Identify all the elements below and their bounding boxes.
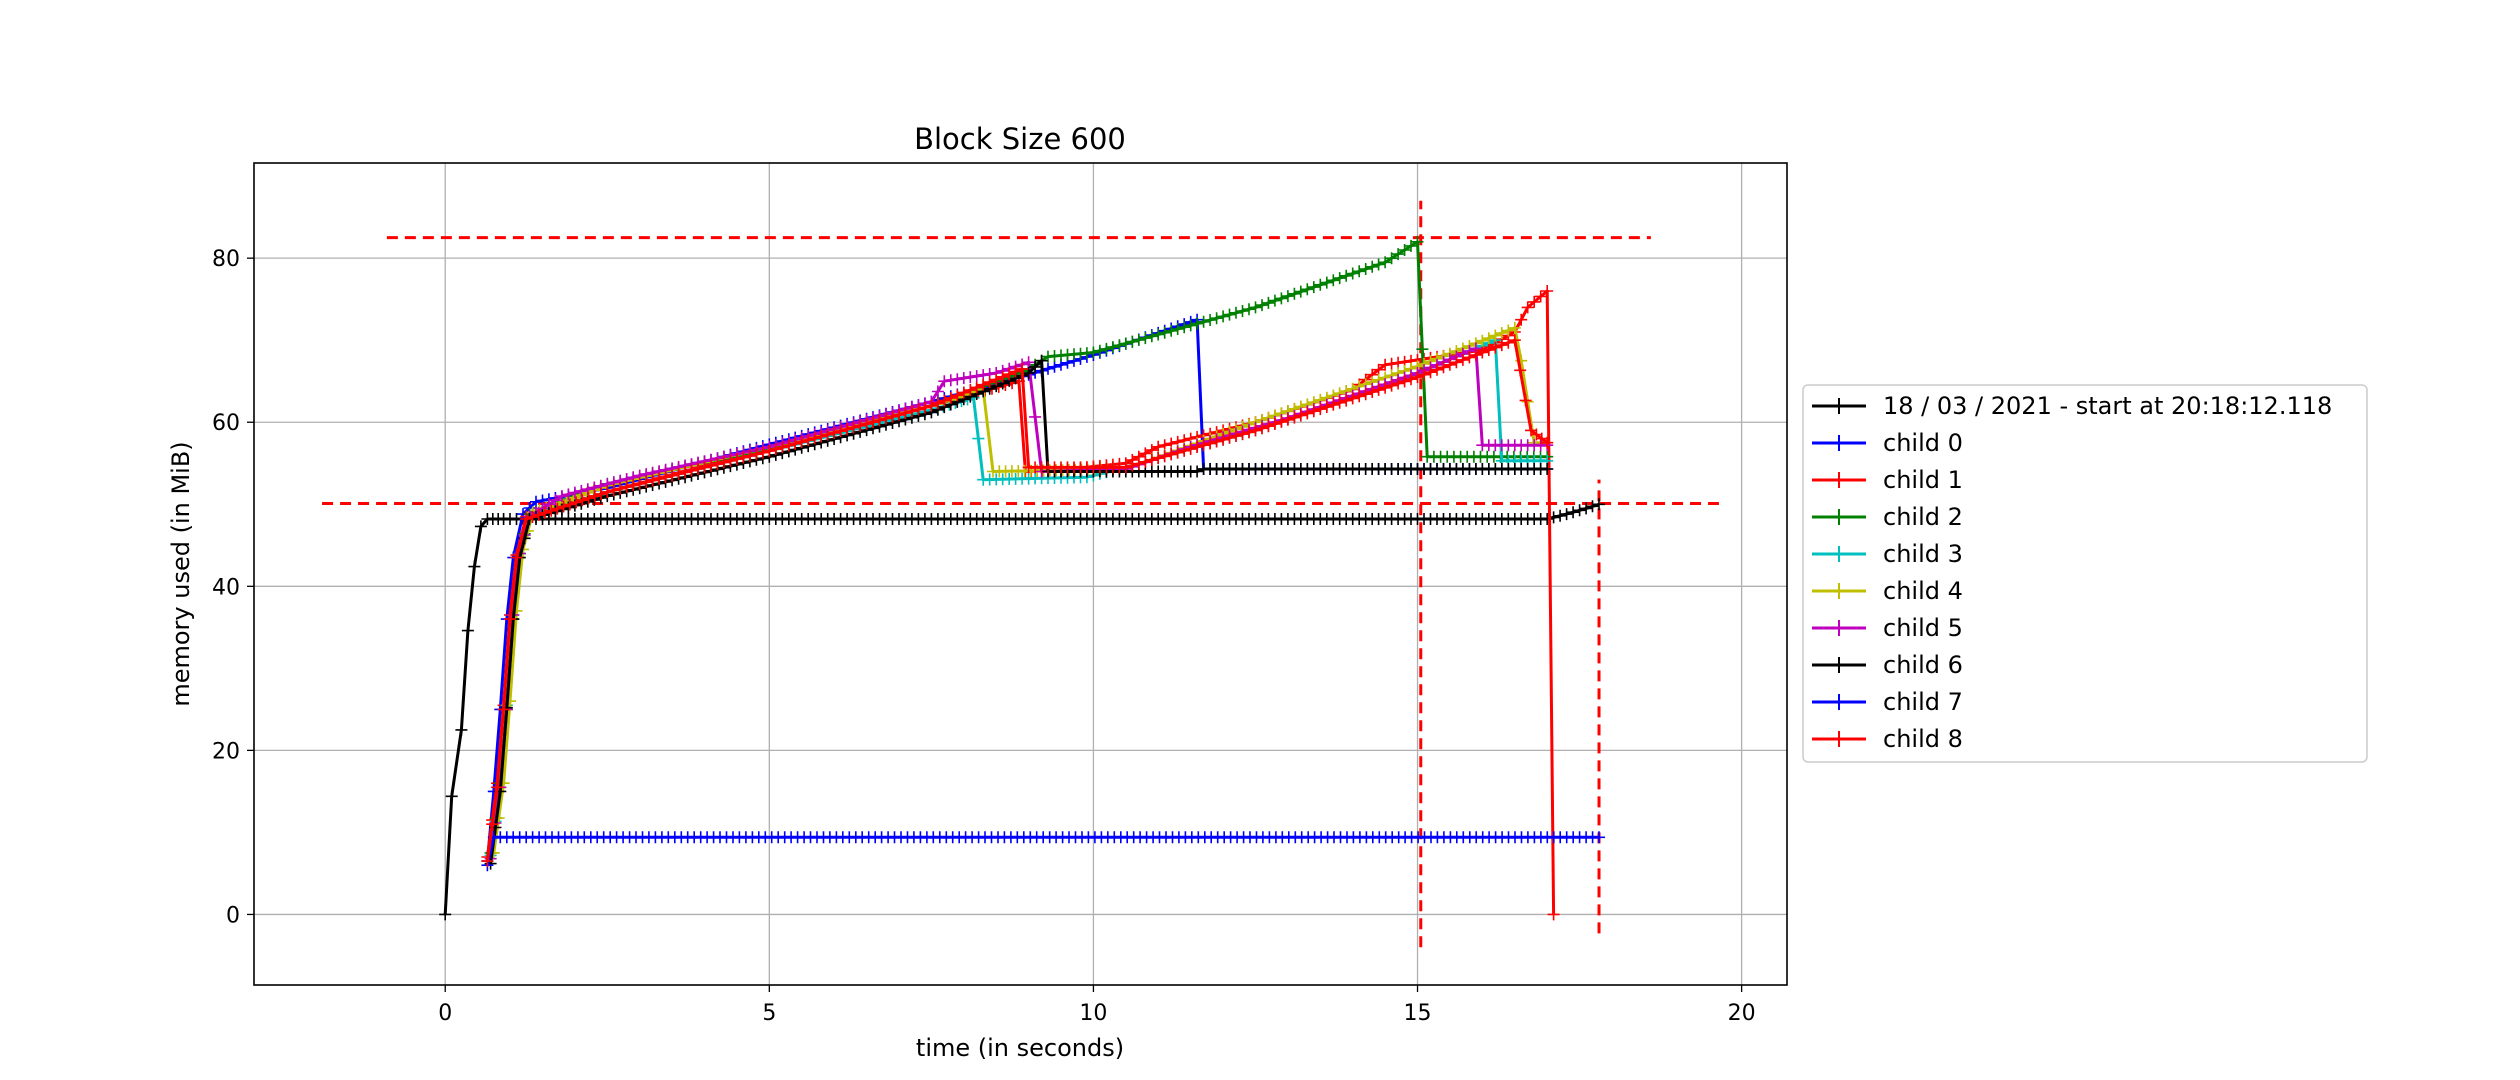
series-markers [439,498,1605,921]
x-tick-label: 10 [1079,1001,1107,1026]
series-markers [481,334,1554,868]
legend-entry: child 5 [1812,614,1963,642]
legend-entry: child 6 [1812,651,1963,679]
plot-frame [253,162,1788,986]
x-tick-label: 5 [762,1001,776,1026]
legend-marker [1831,546,1847,562]
legend-marker [1831,398,1847,414]
legend-marker [1831,731,1847,747]
legend-marker [1831,472,1847,488]
legend-label: child 1 [1883,466,1963,494]
x-tick-label: 20 [1728,1001,1756,1026]
legend-entry: child 8 [1812,725,1963,753]
x-axis-label: time (in seconds) [916,1034,1124,1062]
axis-ticks: 0 5 10 15 20 0 20 40 60 80 [212,247,1756,1026]
series-line [443,502,1600,915]
y-tick-label: 80 [212,247,240,272]
legend-entry: child 4 [1812,577,1963,605]
y-tick-label: 40 [212,575,240,600]
legend: 18 / 03 / 2021 - start at 20:18:12.118 ch… [1802,384,2368,763]
legend-entry: child 2 [1812,503,1963,531]
legend-label: child 0 [1883,429,1963,457]
legend-label: child 2 [1883,503,1963,531]
legend-marker [1831,620,1847,636]
legend-marker [1831,583,1847,599]
legend-label: 18 / 03 / 2021 - start at 20:18:12.118 [1883,392,2332,420]
series-0 [439,498,1605,921]
legend-box [1802,384,2368,763]
series-9 [481,334,1554,868]
data-series [439,235,1605,921]
legend-label: child 5 [1883,614,1963,642]
legend-label: child 8 [1883,725,1963,753]
legend-label: child 3 [1883,540,1963,568]
x-tick-label: 15 [1404,1001,1432,1026]
chart-title: Block Size 600 [914,122,1126,156]
legend-marker [1831,657,1847,673]
legend-marker [1831,435,1847,451]
legend-entry: child 0 [1812,429,1963,457]
legend-entry: 18 / 03 / 2021 - start at 20:18:12.118 [1812,392,2332,420]
legend-marker [1831,509,1847,525]
y-axis-label: memory used (in MiB) [167,441,195,706]
y-tick-label: 60 [212,411,240,436]
legend-entry: child 7 [1812,688,1963,716]
legend-marker [1831,694,1847,710]
x-tick-label: 0 [438,1001,452,1026]
y-tick-label: 20 [212,739,240,764]
legend-label: child 4 [1883,577,1963,605]
legend-entry: child 1 [1812,466,1963,494]
legend-label: child 6 [1883,651,1963,679]
legend-label: child 7 [1883,688,1963,716]
legend-entry: child 3 [1812,540,1963,568]
y-tick-label: 0 [226,903,240,928]
